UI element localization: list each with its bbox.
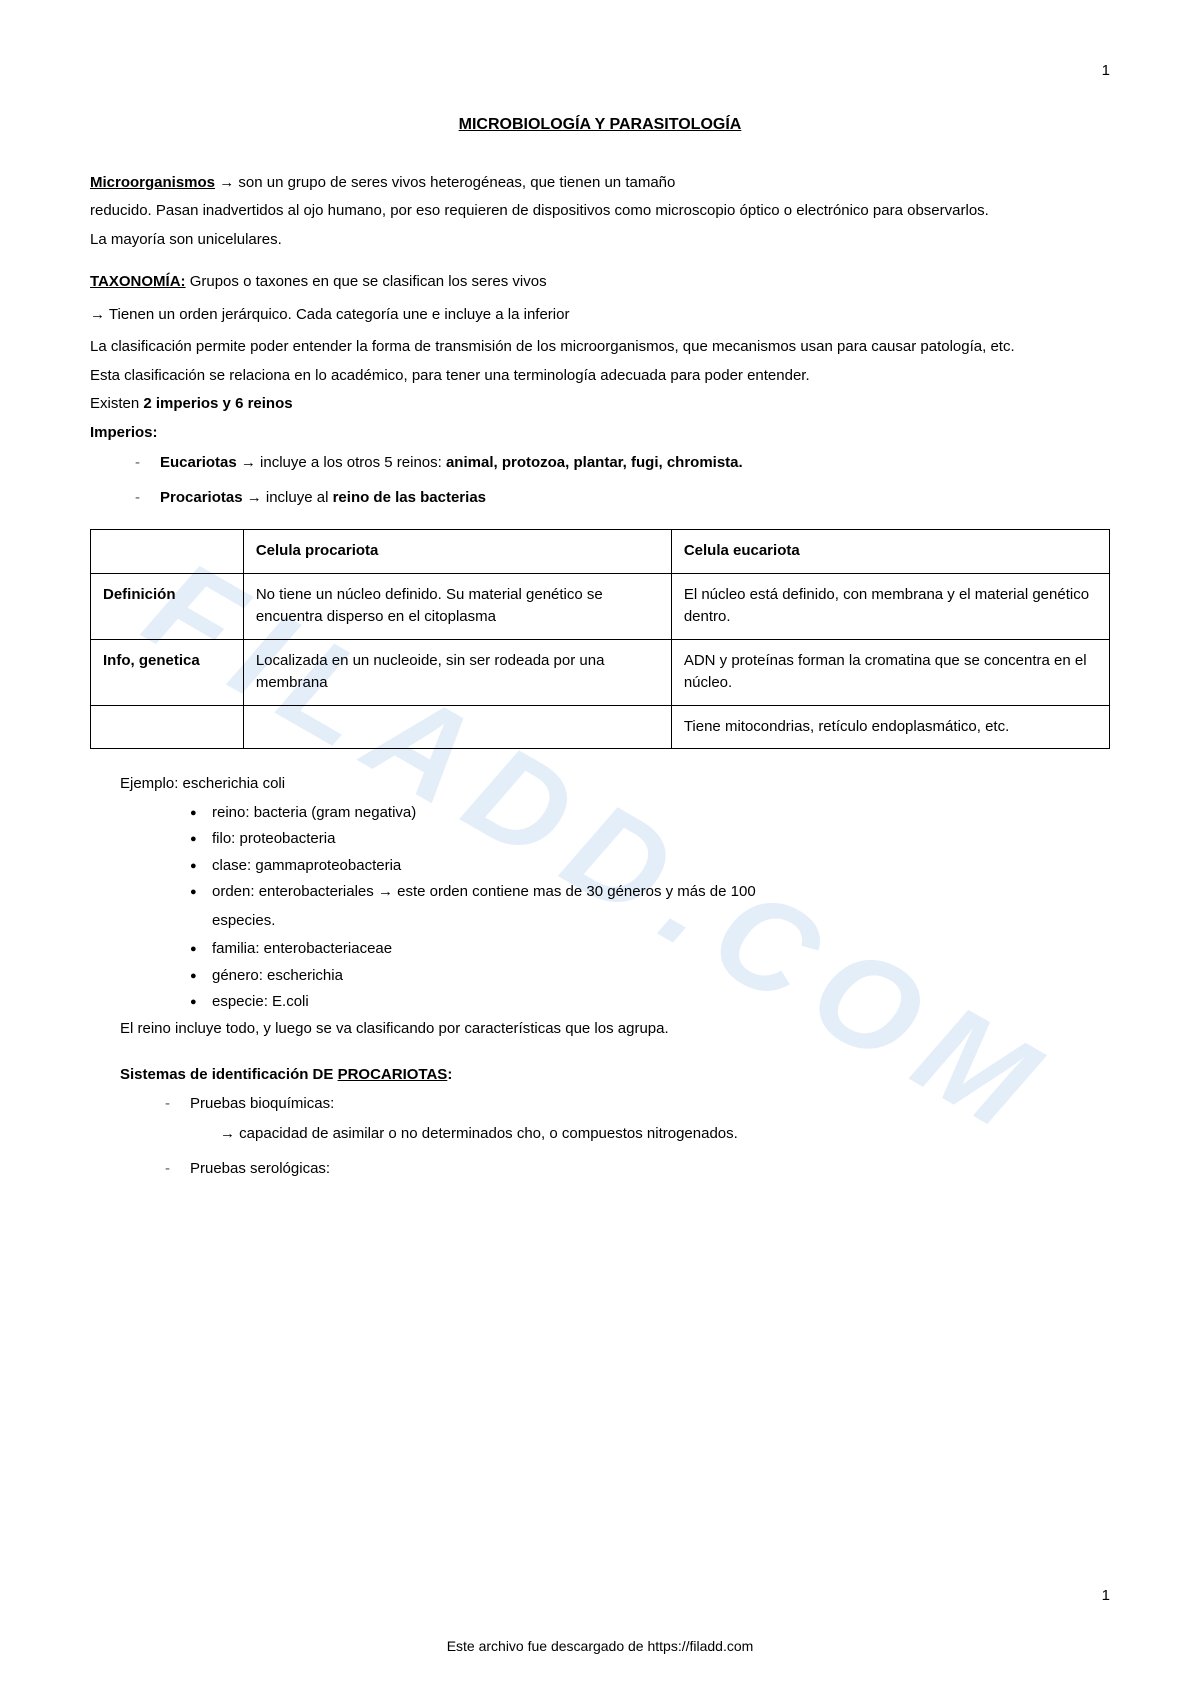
list-item: Pruebas bioquímicas: <box>170 1093 1110 1116</box>
table-cell <box>91 705 244 749</box>
list-item: Eucariotas → incluye a los otros 5 reino… <box>140 452 1110 475</box>
example-closing: El reino incluye todo, y luego se va cla… <box>120 1018 1110 1041</box>
table-cell: Definición <box>91 573 244 639</box>
example-title: Ejemplo: escherichia coli <box>120 773 1110 796</box>
arrow-icon: → <box>219 174 238 191</box>
document-title: MICROBIOLOGÍA Y PARASITOLOGÍA <box>90 113 1110 137</box>
intro-block: Microorganismos → son un grupo de seres … <box>90 172 1110 252</box>
table-cell: Tiene mitocondrias, retículo endoplasmát… <box>671 705 1109 749</box>
table-row: Definición No tiene un núcleo definido. … <box>91 573 1110 639</box>
table-cell: El núcleo está definido, con membrana y … <box>671 573 1109 639</box>
sistemas-title-pre: Sistemas de identificación DE <box>120 1066 338 1083</box>
page-number-top: 1 <box>90 60 1110 83</box>
sistemas-title-post: : <box>447 1066 452 1083</box>
sistemas-sub: → capacidad de asimilar o no determinado… <box>120 1123 1110 1146</box>
sistemas-title-underline: PROCARIOTAS <box>338 1066 448 1083</box>
table-cell <box>243 705 671 749</box>
comparison-table: Celula procariota Celula eucariota Defin… <box>90 529 1110 749</box>
table-header-row: Celula procariota Celula eucariota <box>91 530 1110 574</box>
list-item: Pruebas serológicas: <box>170 1158 1110 1181</box>
table-cell: No tiene un núcleo definido. Su material… <box>243 573 671 639</box>
example-list: reino: bacteria (gram negativa) filo: pr… <box>120 802 1110 904</box>
sistemas-list2: Pruebas serológicas: <box>120 1158 1110 1181</box>
item-bold: Eucariotas <box>160 454 237 471</box>
taxonomia-p3-bold: 2 imperios y 6 reinos <box>143 395 292 412</box>
imperios-list: Eucariotas → incluye a los otros 5 reino… <box>90 452 1110 509</box>
taxonomia-p3-pre: Existen <box>90 395 143 412</box>
document-content: 1 MICROBIOLOGÍA Y PARASITOLOGÍA Microorg… <box>90 60 1110 1180</box>
item-mid: → incluye a los otros 5 reinos: <box>237 454 446 471</box>
list-item: clase: gammaproteobacteria <box>190 855 1110 878</box>
footer-text: Este archivo fue descargado de https://f… <box>0 1636 1200 1657</box>
item-bold: Procariotas <box>160 489 243 506</box>
taxonomia-arrow-line: → Tienen un orden jerárquico. Cada categ… <box>90 304 1110 327</box>
list-item: filo: proteobacteria <box>190 828 1110 851</box>
taxonomia-label: TAXONOMÍA: <box>90 273 186 290</box>
table-header <box>91 530 244 574</box>
item-bold2: reino de las bacterias <box>333 489 486 506</box>
intro-term: Microorganismos <box>90 174 215 191</box>
table-cell: ADN y proteínas forman la cromatina que … <box>671 639 1109 705</box>
table-cell: Localizada en un nucleoide, sin ser rode… <box>243 639 671 705</box>
table-cell: Info, genetica <box>91 639 244 705</box>
taxonomia-label-rest: Grupos o taxones en que se clasifican lo… <box>186 273 547 290</box>
table-header: Celula eucariota <box>671 530 1109 574</box>
intro-line3: La mayoría son unicelulares. <box>90 229 1110 252</box>
page-number-bottom: 1 <box>1102 1585 1110 1608</box>
list-item: familia: enterobacteriaceae <box>190 938 1110 961</box>
taxonomia-p4: Imperios: <box>90 422 1110 445</box>
list-item: orden: enterobacteriales → este orden co… <box>190 881 1110 904</box>
taxonomia-block: TAXONOMÍA: Grupos o taxones en que se cl… <box>90 271 1110 509</box>
list-item: reino: bacteria (gram negativa) <box>190 802 1110 825</box>
item-bold2: animal, protozoa, plantar, fugi, chromis… <box>446 454 743 471</box>
list-item: especie: E.coli <box>190 991 1110 1014</box>
list-item: género: escherichia <box>190 965 1110 988</box>
example-subline: especies. <box>120 910 1110 933</box>
table-row: Tiene mitocondrias, retículo endoplasmát… <box>91 705 1110 749</box>
example-list-cont: familia: enterobacteriaceae género: esch… <box>120 938 1110 1014</box>
intro-line2: reducido. Pasan inadvertidos al ojo huma… <box>90 200 1110 223</box>
intro-line1: son un grupo de seres vivos heterogéneas… <box>238 174 675 191</box>
taxonomia-p2: Esta clasificación se relaciona en lo ac… <box>90 365 1110 388</box>
sistemas-list: Pruebas bioquímicas: <box>120 1093 1110 1116</box>
list-item: Procariotas → incluye al reino de las ba… <box>140 487 1110 510</box>
taxonomia-p1: La clasificación permite poder entender … <box>90 336 1110 359</box>
table-row: Info, genetica Localizada en un nucleoid… <box>91 639 1110 705</box>
example-block: Ejemplo: escherichia coli reino: bacteri… <box>90 773 1110 1040</box>
item-mid: → incluye al <box>243 489 333 506</box>
sistemas-block: Sistemas de identificación DE PROCARIOTA… <box>90 1064 1110 1180</box>
table-header: Celula procariota <box>243 530 671 574</box>
